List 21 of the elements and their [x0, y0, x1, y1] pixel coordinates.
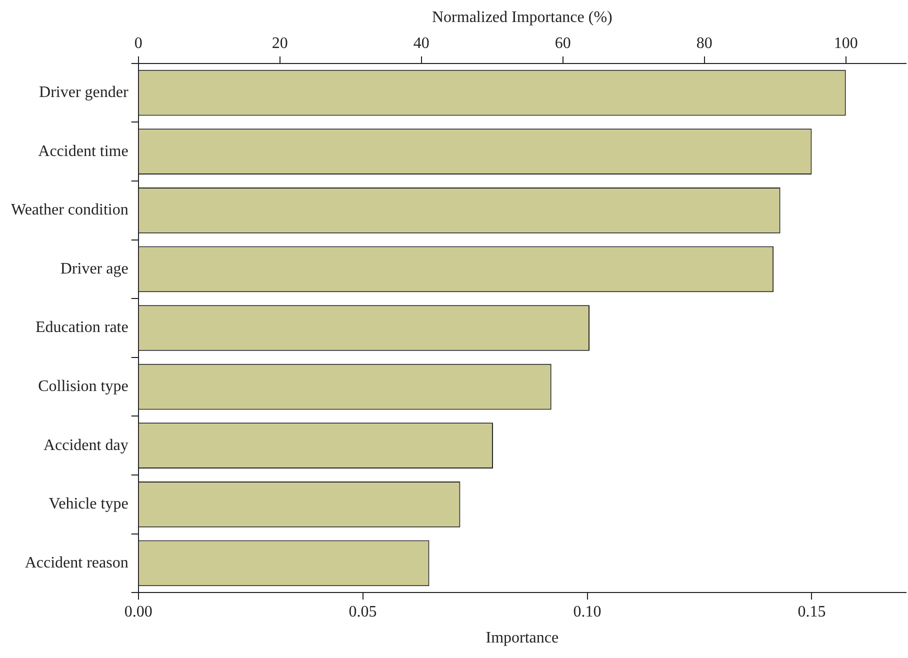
- y-tick-label: Collision type: [38, 378, 128, 396]
- x2-tick-label: 40: [413, 35, 430, 52]
- x-axis-title: Importance: [486, 630, 559, 647]
- x-tick-label: 0.10: [573, 603, 602, 620]
- y-tick-label: Vehicle type: [48, 496, 128, 513]
- y-tick-label: Accident time: [38, 142, 128, 160]
- x2-axis-title: Normalized Importance (%): [432, 8, 612, 26]
- x2-tick-label: 0: [134, 35, 142, 52]
- y-tick-label: Driver gender: [39, 84, 129, 102]
- x-tick-label: 0.00: [124, 603, 152, 620]
- x2-tick-label: 60: [554, 35, 571, 52]
- y-tick-label: Accident day: [43, 436, 128, 454]
- x2-tick-label: 20: [272, 35, 288, 52]
- x-tick-label: 0.05: [348, 603, 377, 620]
- y-tick-label: Accident reason: [24, 554, 128, 572]
- y-tick-label: Weather condition: [10, 202, 128, 219]
- x-tick-label: 0.15: [798, 603, 826, 620]
- y-tick-label: Driver age: [60, 260, 128, 278]
- x2-tick-label: 80: [696, 35, 712, 52]
- y-tick-label: Education rate: [35, 319, 128, 336]
- x2-tick-label: 100: [834, 35, 858, 52]
